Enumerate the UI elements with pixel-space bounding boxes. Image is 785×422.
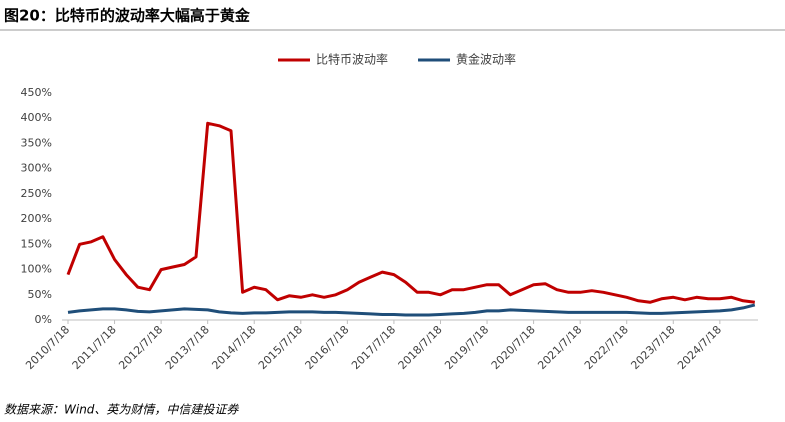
x-tick-label: 2019/7/18 bbox=[442, 323, 491, 372]
chart-title: 图20：比特币的波动率大幅高于黄金 bbox=[4, 7, 251, 25]
x-tick-label: 2015/7/18 bbox=[256, 323, 305, 372]
legend-label: 比特币波动率 bbox=[316, 52, 388, 67]
y-tick-label: 50% bbox=[28, 288, 52, 301]
y-tick-label: 450% bbox=[21, 86, 52, 99]
series-line bbox=[67, 303, 756, 317]
x-tick-label: 2022/7/18 bbox=[582, 323, 631, 372]
legend-label: 黄金波动率 bbox=[456, 52, 516, 67]
x-tick-label: 2020/7/18 bbox=[489, 323, 538, 372]
y-tick-label: 150% bbox=[21, 237, 52, 250]
source-note: 数据来源：Wind、英为财情，中信建投证券 bbox=[4, 403, 239, 417]
y-tick-label: 400% bbox=[21, 111, 52, 124]
x-tick-label: 2021/7/18 bbox=[535, 323, 584, 372]
y-tick-label: 0% bbox=[35, 313, 52, 326]
x-tick-label: 2014/7/18 bbox=[209, 323, 258, 372]
x-tick-label: 2016/7/18 bbox=[303, 323, 352, 372]
y-tick-label: 350% bbox=[21, 136, 52, 149]
x-tick-label: 2012/7/18 bbox=[116, 323, 165, 372]
series-line bbox=[66, 121, 755, 304]
x-tick-label: 2011/7/18 bbox=[70, 323, 119, 372]
x-tick-label: 2018/7/18 bbox=[396, 323, 445, 372]
y-tick-label: 300% bbox=[21, 162, 52, 175]
x-tick-label: 2017/7/18 bbox=[349, 323, 398, 372]
x-tick-label: 2013/7/18 bbox=[163, 323, 212, 372]
y-tick-label: 100% bbox=[21, 263, 52, 276]
y-tick-label: 200% bbox=[21, 212, 52, 225]
x-tick-label: 2023/7/18 bbox=[628, 323, 677, 372]
x-tick-label: 2010/7/18 bbox=[23, 323, 72, 372]
y-tick-label: 250% bbox=[21, 187, 52, 200]
x-tick-label: 2024/7/18 bbox=[675, 323, 724, 372]
